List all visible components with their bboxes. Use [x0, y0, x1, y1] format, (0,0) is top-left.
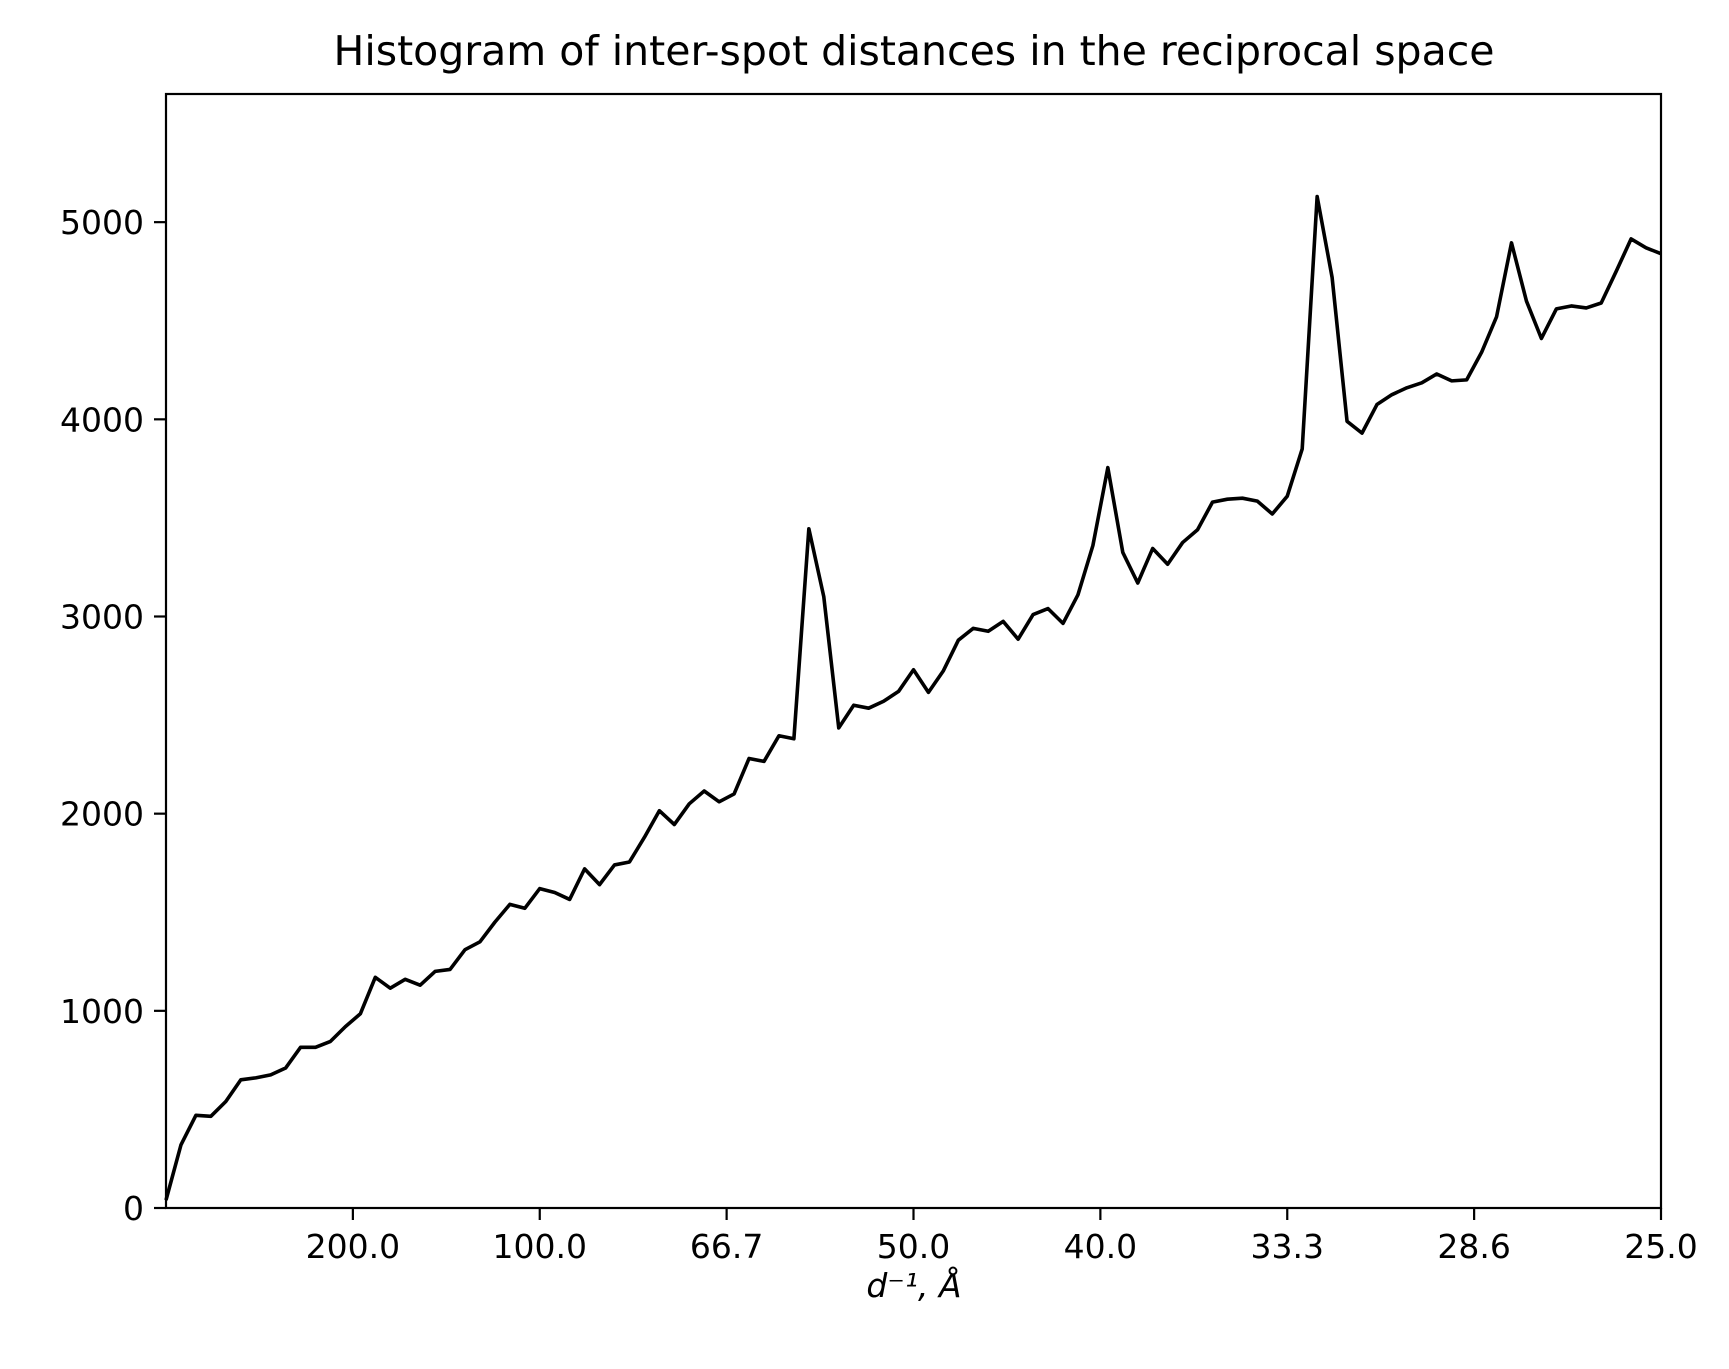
y-tick-label: 0 — [123, 1189, 144, 1228]
x-tick-label: 25.0 — [1624, 1227, 1697, 1266]
y-tick-label: 1000 — [60, 992, 144, 1031]
x-tick-label: 200.0 — [306, 1227, 400, 1266]
x-tick-label: 28.6 — [1437, 1227, 1510, 1266]
x-axis-ticks: 200.0 100.0 66.7 50.0 40.0 33.3 28.6 25.0 — [306, 1208, 1698, 1266]
y-tick-label: 4000 — [60, 400, 144, 439]
plot-area — [164, 194, 1662, 1201]
y-tick-label: 3000 — [60, 597, 144, 636]
y-tick-label: 5000 — [60, 203, 144, 242]
y-tick-label: 2000 — [60, 795, 144, 834]
axes-frame — [164, 92, 1663, 1210]
x-tick-label: 100.0 — [493, 1227, 587, 1266]
series-line-0 — [164, 194, 1662, 1201]
chart-title: Histogram of inter-spot distances in the… — [334, 27, 1495, 75]
x-tick-label: 33.3 — [1251, 1227, 1324, 1266]
x-axis-label: d⁻¹, Å — [866, 1265, 961, 1305]
x-tick-label: 66.7 — [690, 1227, 763, 1266]
x-tick-label: 50.0 — [877, 1227, 950, 1266]
y-axis-ticks: 0 1000 2000 3000 4000 5000 — [60, 203, 166, 1228]
x-tick-label: 40.0 — [1064, 1227, 1137, 1266]
